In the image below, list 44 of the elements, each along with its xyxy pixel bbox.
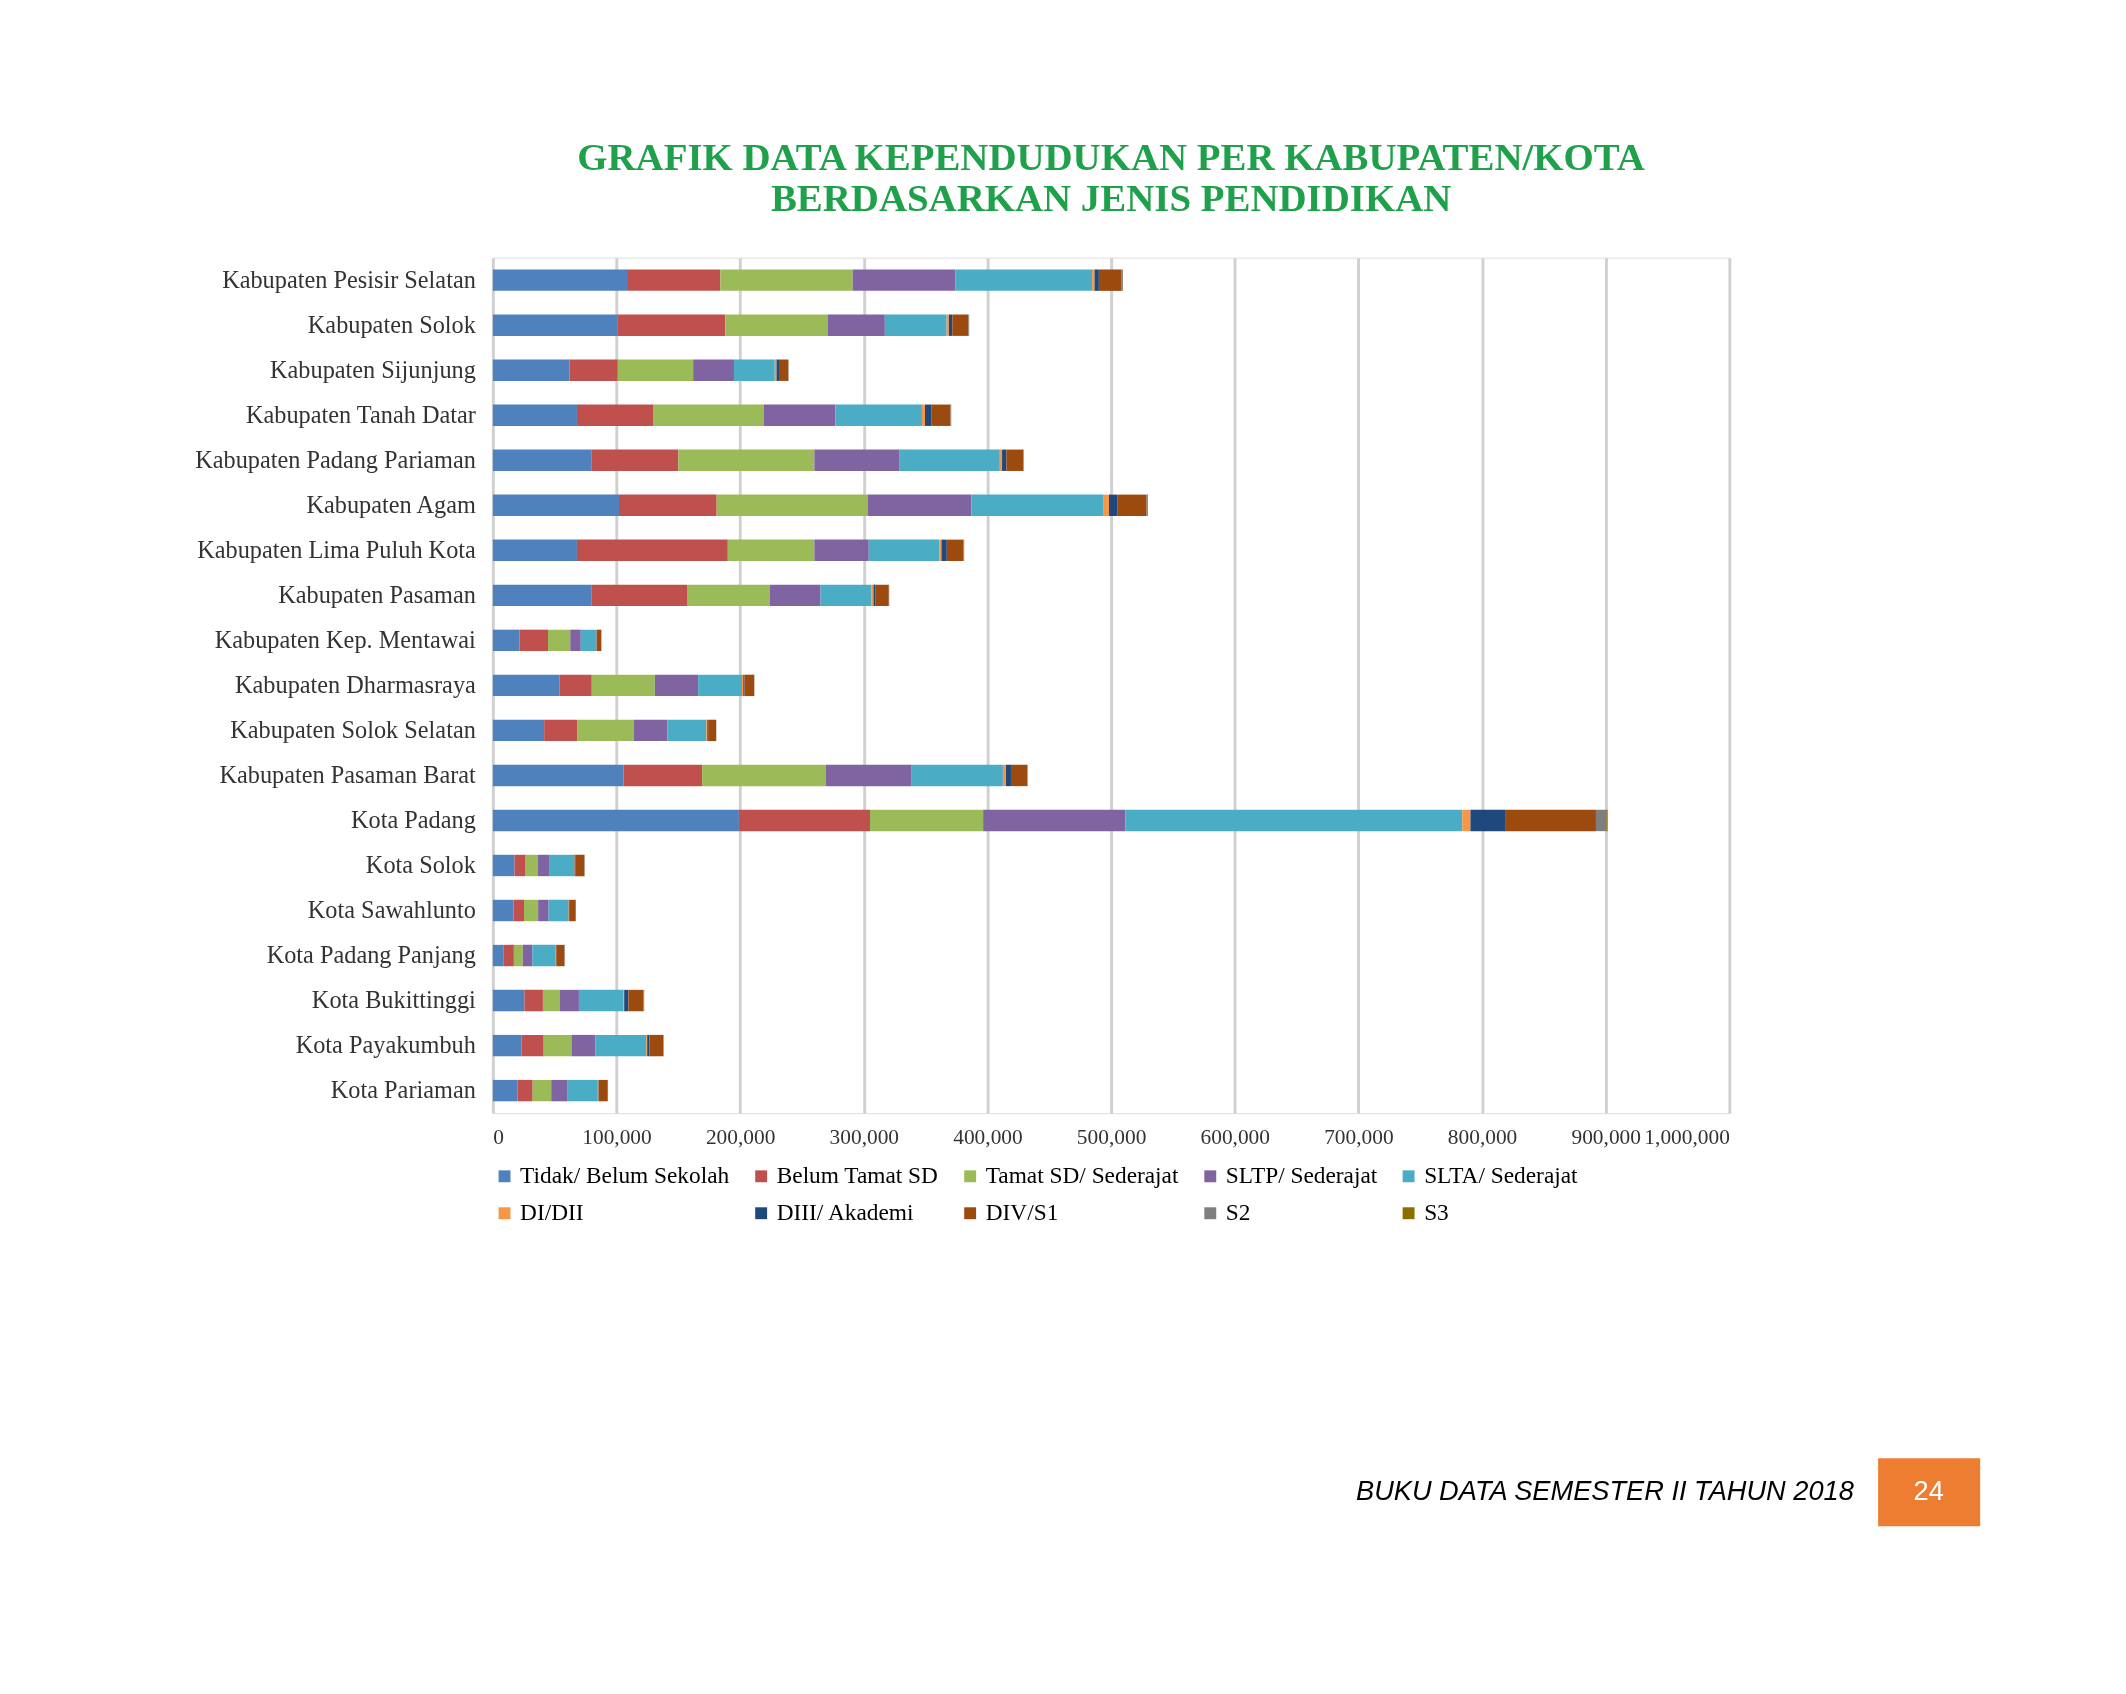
legend-label: S2 [1225,1199,1251,1226]
y-tick-label: Kota Pariaman [330,1076,476,1104]
x-tick-label: 900,000 [1571,1124,1641,1149]
legend-label: Belum Tamat SD [776,1162,938,1189]
y-tick-label: Kabupaten Tanah Datar [245,401,476,429]
text: BUKU DATA SEMESTER II TAHUN 2018 [1355,1475,1854,1507]
y-tick-label: Kota Padang [351,806,476,834]
y-tick-label: Kabupaten Pasaman [278,581,476,609]
y-tick-label: Kabupaten Solok [307,310,477,338]
y-tick-label: Kota Sawahlunto [307,896,476,924]
legend-label: S3 [1424,1199,1449,1226]
y-tick-label: Kota Bukittinggi [311,986,477,1014]
y-tick-label: Kabupaten Agam [306,491,476,519]
x-tick-label: 1,000,000 [1644,1124,1730,1149]
x-tick-label: 0 [493,1124,505,1149]
x-tick-label: 500,000 [1076,1124,1147,1149]
y-tick-label: Kota Padang Panjang [266,941,476,969]
legend-label: DIII/ Akademi [776,1199,914,1226]
legend-label: Tidak/ Belum Sekolah [520,1162,730,1189]
x-tick-label: 600,000 [1200,1124,1270,1149]
y-tick-label: Kabupaten Kep. Mentawai [214,626,477,654]
x-tick-label: 100,000 [582,1124,652,1149]
y-tick-label: Kabupaten Lima Puluh Kota [197,536,477,564]
x-tick-label: 400,000 [953,1124,1023,1149]
text: GRAFIK DATA KEPENDUDUKAN PER KABUPATEN/KOTA [577,135,1645,179]
y-tick-label: Kabupaten Padang Pariaman [195,446,476,474]
y-tick-label: Kabupaten Dharmasraya [235,671,477,699]
y-tick-label: Kabupaten Pesisir Selatan [222,265,476,293]
x-tick-label: 800,000 [1447,1124,1518,1149]
legend-label: SLTA/ Sederajat [1424,1162,1579,1189]
legend-label: SLTP/ Sederajat [1225,1162,1378,1189]
x-tick-label: 200,000 [705,1124,776,1149]
y-tick-label: Kabupaten Pasaman Barat [219,761,477,789]
y-tick-label: Kota Payakumbuh [295,1031,476,1059]
legend-label: DIV/S1 [985,1199,1059,1226]
x-tick-label: 700,000 [1324,1124,1394,1149]
y-tick-label: Kota Solok [365,851,477,879]
legend-label: Tamat SD/ Sederajat [985,1162,1179,1189]
legend-label: DI/DII [520,1199,584,1226]
y-tick-label: Kabupaten Sijunjung [270,356,476,383]
y-tick-label: Kabupaten Solok Selatan [230,716,476,744]
text: BERDASARKAN JENIS PENDIDIKAN [770,176,1452,219]
x-tick-label: 300,000 [829,1124,900,1149]
text: 24 [1913,1475,1944,1507]
